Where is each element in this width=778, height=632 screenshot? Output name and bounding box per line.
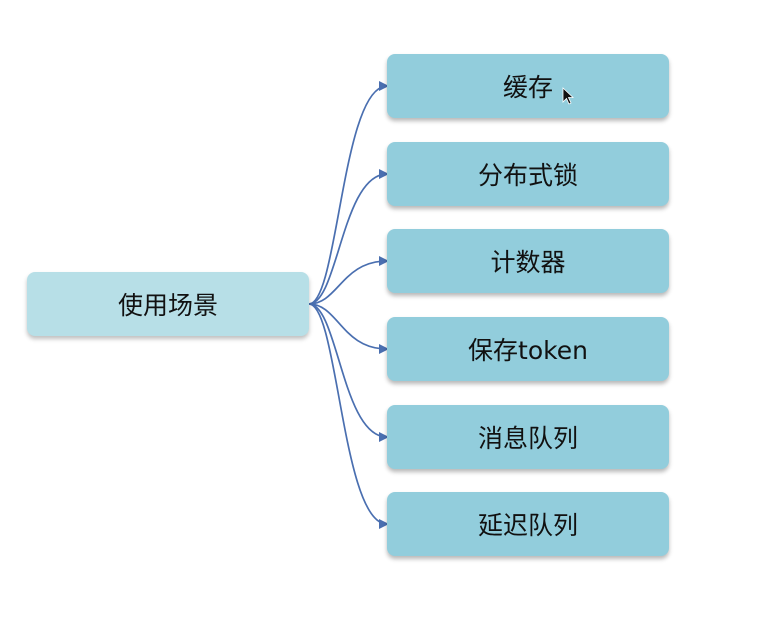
child-node-label: 保存token — [468, 336, 588, 365]
root-node-label: 使用场景 — [117, 291, 218, 320]
child-node-label: 消息队列 — [477, 424, 578, 453]
connector-message-queue — [308, 303, 389, 442]
root-node: 使用场景 — [27, 272, 309, 336]
mouse-cursor-icon — [562, 87, 574, 105]
connector-cache — [308, 81, 389, 305]
child-node-label: 延迟队列 — [477, 511, 578, 540]
connector-delay-queue — [308, 303, 389, 529]
connector-distributed-lock — [308, 169, 389, 305]
child-node-label: 计数器 — [490, 248, 566, 277]
child-node-counter: 计数器 — [387, 229, 669, 293]
child-node-save-token: 保存token — [387, 317, 669, 381]
child-node-message-queue: 消息队列 — [387, 405, 669, 469]
child-node-distributed-lock: 分布式锁 — [387, 142, 669, 206]
child-node-label: 分布式锁 — [477, 161, 578, 190]
child-node-label: 缓存 — [502, 73, 553, 102]
child-node-delay-queue: 延迟队列 — [387, 492, 669, 556]
connector-counter — [308, 256, 389, 305]
child-node-cache: 缓存 — [387, 54, 669, 118]
connector-save-token — [308, 303, 389, 354]
